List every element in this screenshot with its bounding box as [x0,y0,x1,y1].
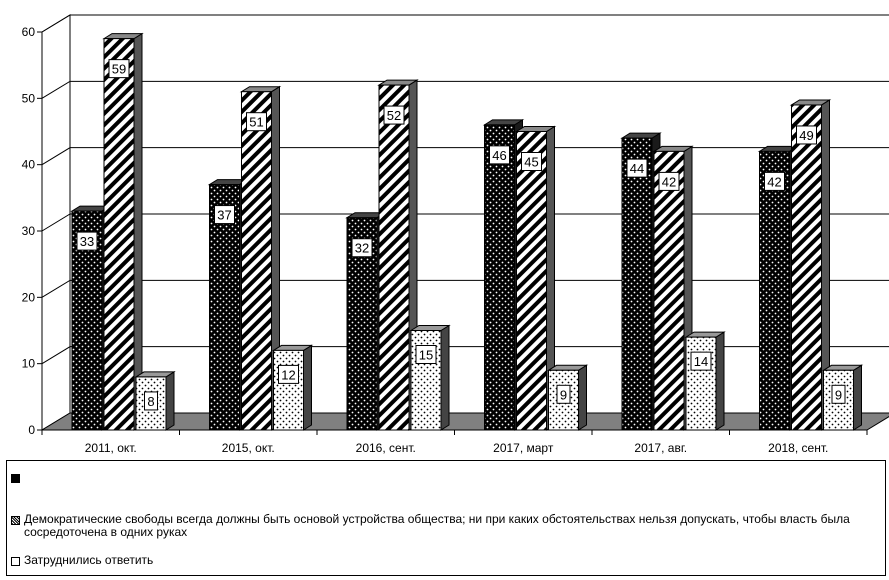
data-label-box [796,125,817,145]
data-label-box [521,152,542,171]
gridline [41,80,889,99]
bar-2 [239,85,282,431]
bar-side [853,364,862,431]
bar-3 [271,344,314,431]
data-label: 52 [387,108,401,123]
bar-side [578,364,587,431]
data-label: 46 [492,148,506,163]
bar-side [133,32,143,431]
x-tick-label: 2011, окт. [85,441,137,455]
y-tick-label: 60 [22,25,36,39]
data-label-box [556,384,571,404]
data-label-box [831,384,846,404]
y-tick-label: 0 [28,423,35,437]
bar-front [685,336,717,431]
data-label: 42 [662,174,676,189]
y-tick-label: 30 [22,224,36,238]
x-tick-label: 2016, сент. [356,441,416,455]
y-tick-label: 50 [22,91,36,105]
bar-front [653,150,685,431]
data-label: 33 [80,234,94,249]
bar-chart: 0 10 20 30 40 50 60 2011, окт. 2015, окт. 2016, с… [22,14,889,455]
data-label-box [144,391,158,411]
bar-front [273,349,304,431]
x-tick-label: 2015, окт. [222,441,275,455]
bar-3 [684,331,726,431]
chart-axes: 0 10 20 30 40 50 60 2011, окт. 2015, окт. 2016, с… [22,25,868,455]
data-label-box [351,238,373,258]
legend-label: Демократические свободы всегда должны бы… [24,512,850,539]
data-label: 9 [560,387,567,402]
data-label: 14 [694,354,708,369]
data-label: 51 [249,115,263,130]
gridline [41,346,889,365]
bar-front [103,38,135,431]
data-label: 8 [147,394,154,409]
gridline [41,279,889,298]
y-tick-label: 20 [22,290,36,304]
bar-side [303,344,312,431]
x-tick-label: 2017, авг. [634,441,687,455]
data-label-box [108,59,130,79]
data-label-box [626,158,648,178]
data-label-box [278,364,299,384]
data-label-box [489,145,510,165]
legend-label: Затруднились ответить [24,553,154,567]
chart-data-labels: 33 59 8 37 51 12 32 52 15 46 45 9 44 42 14 42 49 9 [76,59,846,411]
legend-item-series-2: Демократические свободы всегда должны бы… [11,513,884,539]
legend-swatch-light-dots [11,557,20,566]
bar-3 [134,371,176,431]
data-label-box [658,171,680,191]
legend-swatch-dark-dots [11,474,20,483]
bar-front [791,104,822,431]
data-label: 44 [630,161,644,176]
data-label: 15 [419,348,433,363]
bar-front [759,150,790,431]
data-label: 32 [355,241,369,256]
y-tick-label: 10 [22,357,36,371]
bar-side [165,371,175,431]
data-label-box [383,105,405,125]
bar-front [378,84,410,431]
data-label-box [214,205,235,225]
data-label: 37 [217,208,231,223]
bar-front [484,124,515,431]
bar-front [209,184,240,431]
chart-bars [70,32,864,431]
bar-side [440,324,450,431]
bar-3 [409,324,451,431]
legend-item-series-1 [11,471,884,483]
bar-front [621,137,653,431]
y-tick-label: 40 [22,158,36,172]
bar-2 [102,32,144,431]
x-tick-label: 2018, сент. [768,441,828,455]
bar-side [715,331,725,431]
data-label-box [764,171,785,191]
data-label: 49 [799,128,813,143]
gridline [41,147,889,166]
data-label-box [246,112,267,132]
bar-front [516,131,547,431]
data-label: 9 [835,387,842,402]
bar-2 [789,99,832,431]
data-label: 59 [112,62,126,77]
data-label: 42 [767,174,781,189]
legend-item-series-3: Затруднились ответить [11,554,884,567]
bar-front [241,91,272,431]
chart-legend: Демократические свободы всегда должны бы… [6,460,886,576]
x-tick-label: 2017, март [493,441,554,455]
data-label-box [415,345,437,364]
data-label-box [76,231,98,251]
gridline [41,14,889,33]
legend-swatch-stripes [11,516,20,525]
data-label: 12 [281,367,295,382]
gridline [41,213,889,232]
data-label: 45 [524,155,538,170]
data-label-box [690,351,712,371]
bar-front [135,376,167,431]
